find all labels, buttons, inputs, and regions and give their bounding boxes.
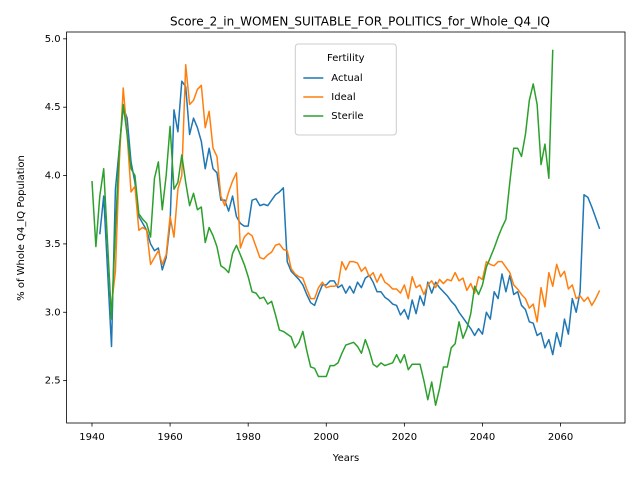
series-line: [91, 49, 554, 406]
x-tick-label: 1980: [235, 432, 260, 443]
y-tick-label: 5.0: [45, 34, 61, 45]
x-tick-label: 1940: [79, 432, 104, 443]
x-tick-label: 2060: [548, 432, 573, 443]
y-axis-label: % of Whole Q4_IQ Population: [16, 155, 27, 301]
legend-label: Sterile: [331, 111, 363, 122]
legend-title: Fertility: [327, 53, 365, 64]
x-axis-label: Years: [332, 453, 359, 464]
y-tick-label: 3.5: [45, 239, 61, 250]
legend-label: Actual: [331, 73, 362, 84]
series-line: [110, 64, 601, 323]
y-tick-label: 4.0: [45, 171, 61, 182]
y-tick-label: 4.5: [45, 102, 61, 113]
x-tick-label: 2000: [314, 432, 339, 443]
legend-box: [294, 43, 397, 136]
plot-frame: [66, 31, 626, 424]
legend: Fertility Actual Ideal Sterile: [294, 43, 397, 136]
x-tick-label: 2040: [470, 432, 495, 443]
series-line: [99, 80, 601, 356]
x-tick-label: 1960: [157, 432, 182, 443]
legend-label: Ideal: [331, 92, 355, 103]
chart-title: Score_2_in_WOMEN_SUITABLE_FOR_POLITICS_f…: [170, 15, 550, 29]
y-tick-label: 2.5: [45, 376, 61, 387]
x-tick-label: 2020: [392, 432, 417, 443]
y-tick-label: 3.0: [45, 307, 61, 318]
